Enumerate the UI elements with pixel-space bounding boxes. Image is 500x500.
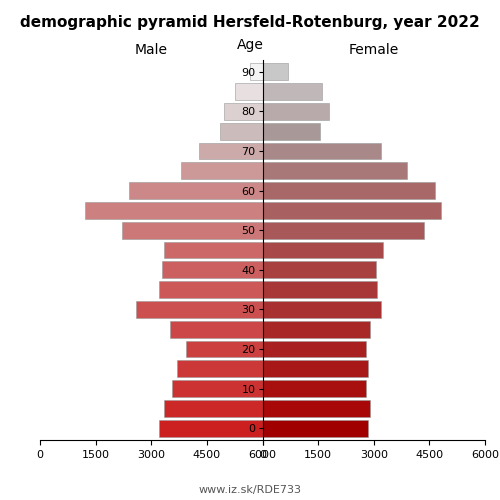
Bar — [262, 420, 368, 436]
Bar — [262, 103, 329, 120]
Title: Male: Male — [135, 44, 168, 58]
Bar — [220, 123, 262, 140]
Bar — [177, 360, 262, 377]
Bar — [262, 64, 288, 80]
Bar — [262, 281, 378, 298]
Bar — [181, 162, 262, 179]
Bar — [129, 182, 262, 199]
Bar — [158, 281, 262, 298]
Bar — [122, 222, 262, 238]
Bar — [158, 420, 262, 436]
Bar — [186, 340, 262, 357]
Bar — [172, 380, 262, 397]
Bar — [262, 182, 435, 199]
Bar — [262, 222, 424, 238]
Bar — [262, 360, 368, 377]
Bar — [164, 242, 262, 258]
Bar — [224, 103, 262, 120]
Bar — [262, 123, 320, 140]
Bar — [170, 321, 262, 338]
Bar — [262, 301, 381, 318]
Bar — [262, 340, 366, 357]
Bar — [262, 262, 376, 278]
Bar — [262, 142, 381, 160]
Bar — [200, 142, 262, 160]
Bar — [262, 321, 370, 338]
Text: www.iz.sk/RDE733: www.iz.sk/RDE733 — [198, 485, 302, 495]
Bar — [162, 262, 262, 278]
Bar — [84, 202, 262, 219]
Title: Female: Female — [348, 44, 399, 58]
Bar — [262, 202, 440, 219]
Bar — [136, 301, 262, 318]
Bar — [250, 64, 262, 80]
Bar — [262, 162, 407, 179]
Bar — [262, 84, 322, 100]
Bar — [234, 84, 262, 100]
Bar — [262, 400, 370, 416]
Bar — [262, 380, 366, 397]
Bar — [262, 242, 383, 258]
Text: demographic pyramid Hersfeld-Rotenburg, year 2022: demographic pyramid Hersfeld-Rotenburg, … — [20, 15, 480, 30]
Text: Age: Age — [236, 38, 264, 52]
Bar — [164, 400, 262, 416]
